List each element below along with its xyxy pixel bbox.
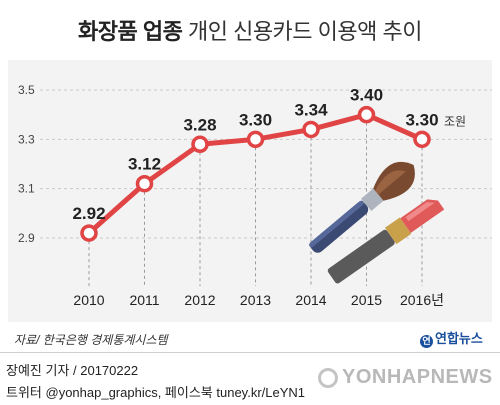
- lipstick-band-icon: [384, 217, 412, 245]
- chart-title: 화장품 업종 개인 신용카드 이용액 추이: [0, 14, 500, 46]
- x-tick-label: 2015: [351, 292, 382, 308]
- chart-title-bold: 화장품 업종: [78, 19, 183, 44]
- data-point: [357, 105, 376, 124]
- data-label: 3.30: [405, 110, 438, 129]
- data-label: 3.40: [350, 86, 383, 105]
- makeup-brush-lipstick-illustration: [309, 161, 445, 284]
- data-point: [191, 135, 209, 154]
- data-label: 3.34: [294, 100, 328, 119]
- x-tick-label: 2013: [240, 292, 271, 308]
- x-tick-label: 2011: [129, 292, 159, 308]
- source-note: 자료/ 한국은행 경제통계시스템: [14, 333, 168, 347]
- brush-ferrule-icon: [360, 188, 384, 211]
- credit-social: 트위터 @yonhap_graphics, 페이스북 tuney.kr/LeYN…: [6, 385, 306, 400]
- unit-label: 조원: [444, 114, 466, 128]
- yonhap-logo: 연 연합뉴스: [420, 328, 483, 348]
- y-tick-label: 3.1: [18, 182, 35, 196]
- data-label: 2.92: [72, 204, 105, 223]
- watermark: YONHAPNEWS: [318, 366, 493, 389]
- x-tick-label: 2016년: [400, 292, 444, 308]
- lipstick-case-icon: [327, 229, 395, 284]
- x-tick-label: 2012: [184, 292, 215, 308]
- data-label: 3.30: [239, 110, 272, 129]
- data-label: 3.12: [128, 155, 161, 174]
- chart-title-rest: 개인 신용카드 이용액 추이: [187, 19, 422, 44]
- watermark-ring-icon: [318, 368, 338, 388]
- data-label: 3.28: [183, 115, 216, 134]
- credit-reporter: 장예진 기자 / 20170222: [6, 363, 139, 378]
- footer-divider: [0, 352, 500, 353]
- data-point: [413, 130, 431, 149]
- watermark-text: YONHAPNEWS: [342, 366, 493, 388]
- x-tick-label: 2014: [295, 292, 326, 308]
- y-tick-label: 3.3: [18, 132, 35, 146]
- data-point: [302, 120, 320, 139]
- lipstick-bullet-icon: [400, 199, 445, 234]
- logo-mark-icon: 연: [420, 335, 433, 348]
- y-tick-label: 2.9: [18, 231, 35, 245]
- brush-handle-icon: [310, 201, 369, 253]
- data-point: [80, 224, 98, 242]
- x-tick-label: 2010: [73, 292, 104, 308]
- data-point: [135, 174, 154, 193]
- data-point: [246, 130, 265, 149]
- y-tick-label: 3.5: [18, 83, 35, 97]
- logo-text: 연합뉴스: [435, 331, 483, 346]
